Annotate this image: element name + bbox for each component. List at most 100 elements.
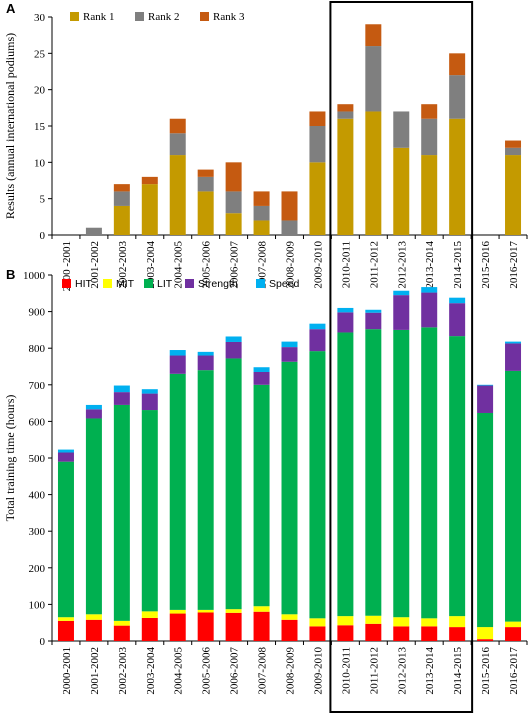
bar-segment-hit: [225, 612, 242, 641]
x-tick-label: 2004-2005: [173, 647, 185, 695]
bar-segment-speed: [421, 287, 438, 293]
bar-segment-rank-1: [225, 213, 242, 235]
x-tick-label: 2013-2014: [424, 647, 436, 695]
bar-segment-rank-2: [169, 133, 186, 156]
bar-segment-mit: [393, 617, 410, 627]
panel-b-training-time-chart: B 0 100 200 300 400 500 600 700 800 900 1000 2000-…: [3, 267, 528, 695]
bar-segment-lit: [169, 373, 186, 610]
x-tick-label: 2002-2003: [117, 241, 129, 289]
y-tick-label: 300: [29, 526, 46, 538]
bar-segment-speed: [449, 297, 466, 304]
bar-segment-strength: [85, 409, 102, 419]
bar-segment-mit: [281, 614, 298, 620]
x-tick-label: 2009-2010: [312, 241, 324, 289]
bar-segment-speed: [281, 341, 298, 348]
bar-segment-lit: [57, 461, 74, 618]
x-tick-label: 2009-2010: [312, 647, 324, 695]
legend-swatch-mit: [103, 279, 112, 288]
bar-segment-rank-2: [197, 176, 214, 192]
bar-segment-lit: [225, 358, 242, 610]
x-tick-label: 2001-2002: [89, 241, 101, 289]
bar-segment-hit: [309, 626, 326, 641]
bar-segment-rank-3: [253, 191, 270, 206]
x-tick-label: 2004-2005: [173, 241, 185, 289]
y-tick-label: 700: [29, 380, 46, 392]
bar-segment-lit: [141, 410, 158, 612]
bar-segment-strength: [421, 292, 438, 328]
legend-swatch-rank-2: [135, 12, 144, 21]
legend-swatch-rank-3: [200, 12, 209, 21]
y-tick-label: 800: [29, 343, 46, 355]
bar-segment-strength: [505, 343, 522, 371]
bar-segment-lit: [281, 361, 298, 615]
x-tick-label: 2006-2007: [229, 241, 241, 289]
x-tick-label: 2014-2015: [452, 241, 464, 289]
bar-segment-mit: [113, 620, 130, 626]
bar-segment-rank-3: [421, 104, 438, 119]
bar-segment-rank-1: [337, 118, 354, 235]
x-tick-label: 2010-2011: [340, 647, 352, 694]
x-tick-label: 2000-2001: [61, 647, 73, 695]
bar-segment-strength: [477, 385, 494, 413]
y-tick-label: 10: [34, 157, 46, 169]
y-tick-label: 500: [29, 453, 46, 465]
legend-swatch-rank-1: [70, 12, 79, 21]
bar-segment-lit: [393, 329, 410, 618]
bar-segment-hit: [365, 623, 382, 641]
legend-label-mit: MIT: [116, 278, 135, 290]
bar-segment-hit: [141, 617, 158, 641]
x-tick-label: 2016-2017: [508, 241, 520, 289]
bar-segment-mit: [253, 606, 270, 612]
bar-segment-rank-1: [449, 118, 466, 235]
panel-a-x-axis: 2000 -2001 2001-2002 2002-2003 2003-2004 200…: [51, 235, 528, 291]
legend-swatch-strength: [185, 279, 194, 288]
bar-segment-strength: [225, 341, 242, 359]
bar-segment-lit: [113, 404, 130, 621]
bar-segment-mit: [169, 609, 186, 614]
bar-segment-rank-1: [113, 205, 130, 235]
bar-segment-hit: [197, 612, 214, 641]
bar-segment-hit: [505, 627, 522, 641]
y-tick-label: 900: [29, 307, 46, 319]
panel-a-y-axis-label: Results (annual international podiums): [3, 33, 17, 219]
bar-segment-strength: [365, 312, 382, 330]
bar-segment-strength: [337, 312, 354, 333]
x-tick-label: 2002-2003: [117, 647, 129, 695]
panel-b-y-axis-label: Total training time (hours): [3, 395, 17, 522]
y-tick-label: 0: [40, 636, 46, 648]
bar-segment-strength: [253, 371, 270, 385]
bar-segment-rank-1: [365, 111, 382, 235]
bar-segment-rank-1: [505, 155, 522, 235]
bar-segment-strength: [281, 347, 298, 362]
bar-segment-rank-1: [421, 155, 438, 235]
bar-segment-speed: [477, 384, 494, 386]
legend-label-lit: LIT: [157, 278, 173, 290]
bar-segment-rank-2: [85, 227, 102, 235]
bar-segment-rank-3: [141, 176, 158, 185]
bar-segment-rank-1: [141, 184, 158, 235]
bar-segment-lit: [477, 412, 494, 628]
x-tick-label: 2006-2007: [229, 647, 241, 695]
bar-segment-strength: [449, 303, 466, 337]
bar-segment-rank-1: [253, 220, 270, 235]
bar-segment-speed: [365, 309, 382, 313]
bar-segment-speed: [309, 323, 326, 330]
bar-segment-lit: [253, 384, 270, 607]
x-tick-label: 2005-2006: [201, 241, 213, 289]
bar-segment-strength: [169, 355, 186, 374]
bar-segment-rank-3: [309, 111, 326, 126]
bar-segment-rank-3: [169, 118, 186, 134]
x-tick-label: 2001-2002: [89, 647, 101, 695]
panel-b-legend: HIT MIT LIT Strength Speed: [62, 278, 300, 290]
legend-label-strength: Strength: [198, 278, 238, 290]
bar-segment-mit: [365, 615, 382, 624]
bar-segment-speed: [141, 389, 158, 394]
bar-segment-mit: [421, 618, 438, 627]
bar-segment-speed: [505, 341, 522, 344]
bar-segment-mit: [197, 609, 214, 613]
x-tick-label: 2008-2009: [285, 647, 297, 695]
bar-segment-rank-3: [337, 104, 354, 112]
legend-label-speed: Speed: [269, 278, 300, 290]
bar-segment-mit: [57, 617, 74, 621]
